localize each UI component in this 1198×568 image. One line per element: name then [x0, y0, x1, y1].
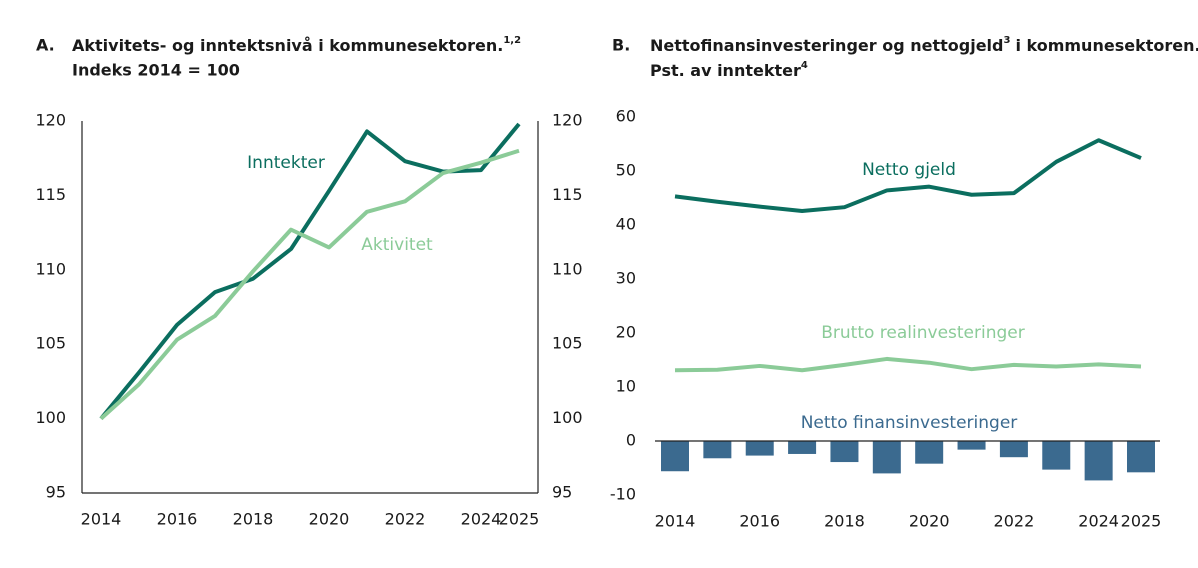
x-tick-label: 2024	[461, 510, 502, 529]
panel-label: B.	[612, 36, 630, 55]
chart-title: Aktivitets- og inntektsnivå i kommunesek…	[72, 35, 521, 55]
bar	[1127, 441, 1155, 473]
y-tick-label: 115	[35, 185, 66, 204]
x-tick-label: 2018	[233, 510, 274, 529]
bar	[957, 441, 986, 450]
x-tick-label: 2014	[655, 512, 696, 531]
subtitle: Pst. av inntekter	[650, 61, 801, 80]
title-note: 3	[1003, 35, 1010, 46]
y2-tick-label: 95	[552, 483, 572, 502]
series-label: Aktivitet	[361, 235, 433, 255]
x-tick-label: 2016	[739, 512, 780, 531]
y-tick-label: 20	[616, 323, 636, 342]
y-tick-label: 105	[35, 334, 66, 353]
y2-tick-label: 115	[552, 185, 583, 204]
bar	[830, 441, 859, 463]
bar	[703, 441, 732, 459]
x-tick-label: 2024	[1078, 512, 1119, 531]
chart-subtitle: Indeks 2014 = 100	[72, 61, 240, 80]
title: Nettofinansinvesteringer og nettogjeld	[650, 36, 1003, 55]
y-tick-label: 0	[626, 431, 636, 450]
line	[674, 356, 1142, 373]
bar	[1042, 441, 1071, 470]
line	[674, 138, 1142, 213]
y2-tick-label: 105	[552, 334, 583, 353]
bar	[915, 441, 944, 464]
y-tick-label: 40	[616, 215, 636, 234]
y2-tick-label: 100	[552, 408, 583, 427]
y-tick-label: 60	[616, 107, 636, 126]
x-tick-label: 2018	[824, 512, 865, 531]
line	[99, 148, 520, 421]
y-tick-label: 50	[616, 161, 636, 180]
x-tick-label: 2025	[1121, 512, 1162, 531]
y-tick-label: 110	[35, 259, 66, 278]
x-tick-label: 2016	[157, 510, 198, 529]
x-tick-label: 2020	[309, 510, 350, 529]
chart-title: Nettofinansinvesteringer og nettogjeld3 i…	[650, 35, 1198, 55]
bar	[661, 441, 689, 472]
bar	[872, 441, 901, 474]
title-note: 1,2	[503, 35, 521, 46]
bar	[999, 441, 1028, 458]
bar	[745, 441, 774, 456]
x-tick-label: 2014	[81, 510, 122, 529]
subtitle-note: 4	[801, 60, 808, 71]
y-tick-label: 95	[46, 483, 66, 502]
series-label: Netto finansinvesteringer	[801, 413, 1018, 433]
series-label: Inntekter	[247, 153, 325, 173]
chart-subtitle: Pst. av inntekter4	[650, 60, 808, 80]
title-rest: i kommunesektoren.	[1015, 36, 1198, 55]
bar	[788, 441, 817, 454]
y-tick-label: 10	[616, 377, 636, 396]
y2-tick-label: 120	[552, 111, 583, 130]
x-tick-label: 2022	[385, 510, 426, 529]
y-tick-label: 100	[35, 408, 66, 427]
title: Aktivitets- og inntektsnivå i kommunesek…	[72, 36, 503, 55]
bar	[1084, 441, 1113, 481]
series-label: Netto gjeld	[862, 160, 956, 180]
x-tick-label: 2025	[499, 510, 540, 529]
series-label: Brutto realinvesteringer	[821, 323, 1025, 343]
y2-tick-label: 110	[552, 259, 583, 278]
y-tick-label: 120	[35, 111, 66, 130]
y-tick-label: 30	[616, 269, 636, 288]
x-tick-label: 2020	[909, 512, 950, 531]
x-tick-label: 2022	[994, 512, 1035, 531]
y-tick-label: -10	[610, 485, 636, 504]
panel-label: A.	[36, 36, 55, 55]
